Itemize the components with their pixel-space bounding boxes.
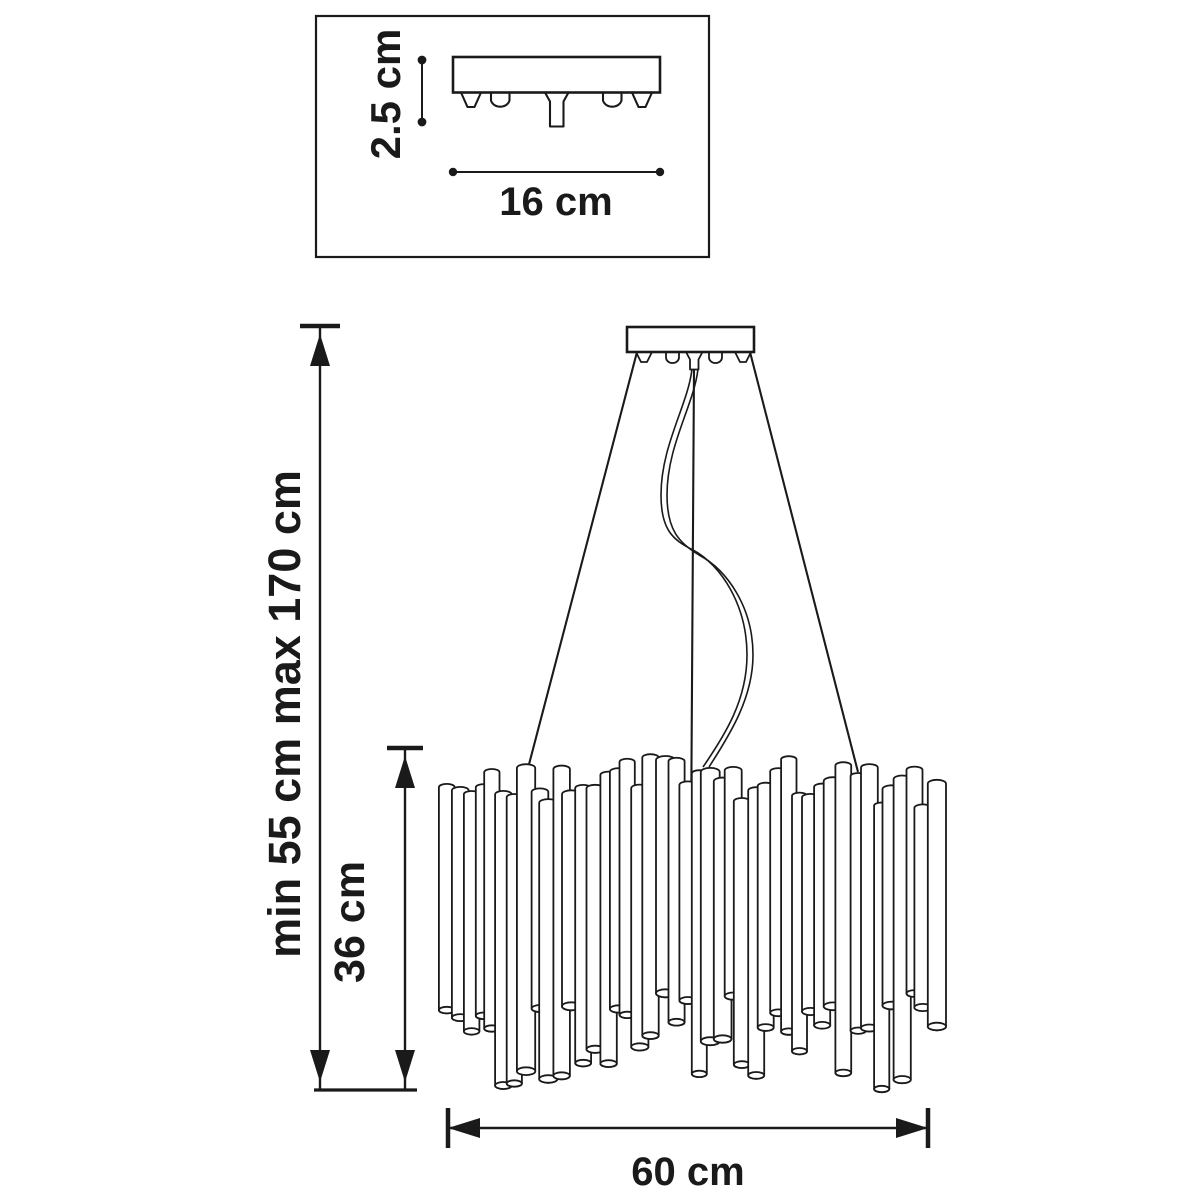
svg-text:60 cm: 60 cm xyxy=(631,1150,744,1194)
svg-text:16 cm: 16 cm xyxy=(499,180,612,224)
svg-text:2.5 cm: 2.5 cm xyxy=(362,29,409,160)
svg-text:min 55 cm max 170 cm: min 55 cm max 170 cm xyxy=(259,470,310,958)
svg-text:36 cm: 36 cm xyxy=(326,861,374,983)
